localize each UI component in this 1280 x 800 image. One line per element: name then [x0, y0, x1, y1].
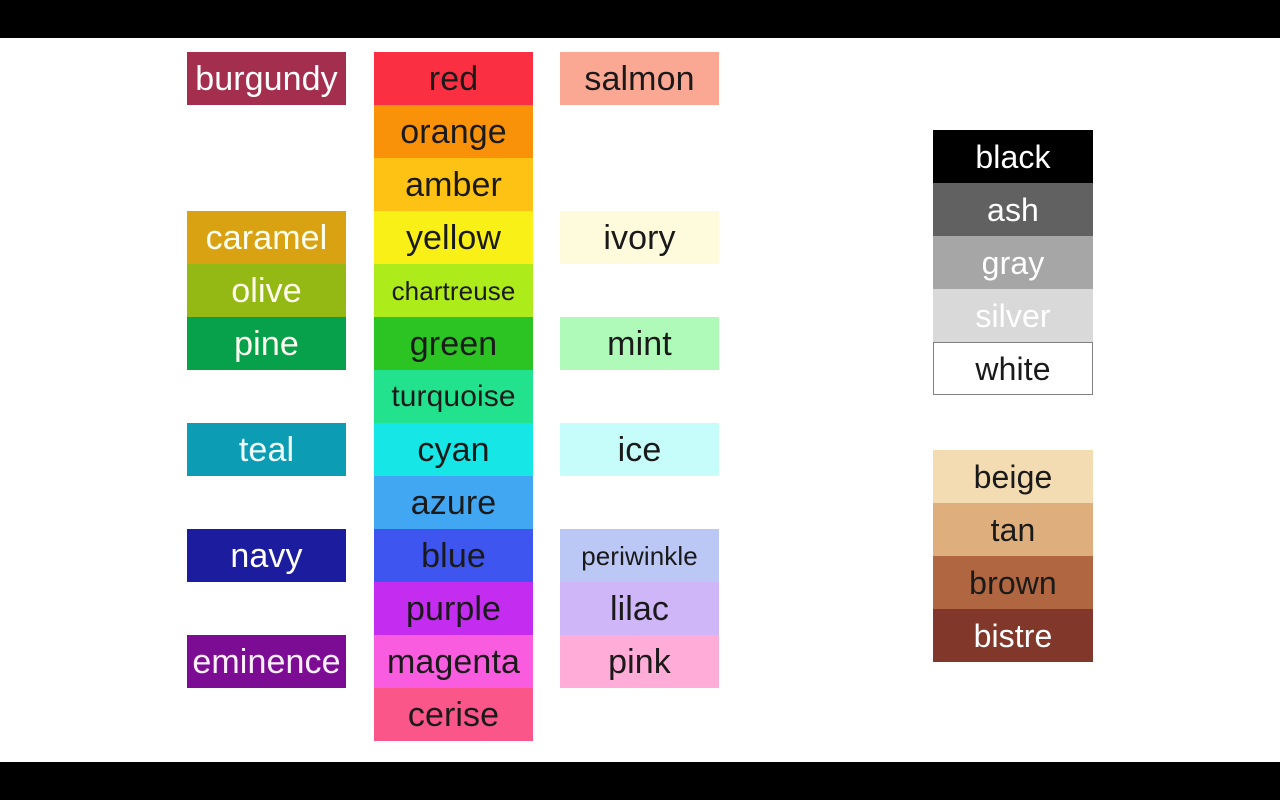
color-swatch-label: purple [405, 589, 502, 628]
color-swatch-label: pine [234, 324, 299, 363]
swatch-spacer [187, 476, 346, 529]
color-swatch-label: ash [987, 191, 1039, 228]
color-swatch-label: ivory [603, 218, 676, 257]
swatch-spacer [560, 264, 719, 317]
swatch-spacer [187, 105, 346, 211]
swatch-spacer [187, 582, 346, 635]
color-swatch-label: tan [990, 511, 1036, 548]
color-swatch-label: navy [230, 536, 303, 575]
color-swatch-label: bistre [973, 617, 1053, 654]
color-swatch: cyan [374, 423, 533, 476]
swatch-spacer [187, 370, 346, 423]
color-swatch-label: red [428, 59, 479, 98]
color-swatch-label: chartreuse [391, 275, 516, 306]
color-swatch: burgundy [187, 52, 346, 105]
color-swatch: tan [933, 503, 1093, 556]
color-swatch: red [374, 52, 533, 105]
color-swatch: teal [187, 423, 346, 476]
color-swatch-label: ice [617, 430, 662, 469]
color-swatch-label: azure [410, 483, 497, 522]
color-swatch: chartreuse [374, 264, 533, 317]
color-swatch: yellow [374, 211, 533, 264]
color-swatch: silver [933, 289, 1093, 342]
color-swatch: caramel [187, 211, 346, 264]
muted-tones-column: burgundy caramel olive pine teal navy eminence [187, 52, 346, 688]
color-swatch-label: cerise [407, 695, 500, 734]
color-swatch-label: eminence [192, 642, 341, 681]
color-swatch-label: brown [969, 564, 1057, 601]
color-swatch-label: magenta [386, 642, 520, 681]
color-swatch: amber [374, 158, 533, 211]
color-swatch-label: yellow [405, 218, 502, 257]
swatch-spacer [560, 105, 719, 211]
color-swatch-label: lilac [609, 589, 670, 628]
color-swatch: blue [374, 529, 533, 582]
color-swatch: magenta [374, 635, 533, 688]
color-swatch: navy [187, 529, 346, 582]
color-swatch: periwinkle [560, 529, 719, 582]
color-swatch: pink [560, 635, 719, 688]
color-swatch-label: orange [400, 112, 507, 151]
color-swatch: turquoise [374, 370, 533, 423]
color-swatch: ash [933, 183, 1093, 236]
pastel-column: salmon ivory mint ice periwinkle lilac pink [560, 52, 719, 688]
color-swatch: mint [560, 317, 719, 370]
color-swatch-label: teal [238, 430, 295, 469]
color-swatch: bistre [933, 609, 1093, 662]
slide-canvas: burgundy caramel olive pine teal navy eminence… [0, 38, 1280, 762]
color-swatch: brown [933, 556, 1093, 609]
color-swatch: gray [933, 236, 1093, 289]
color-swatch: salmon [560, 52, 719, 105]
color-swatch-label: silver [975, 297, 1051, 334]
swatch-spacer [560, 476, 719, 529]
color-swatch-label: beige [973, 458, 1053, 495]
color-swatch: beige [933, 450, 1093, 503]
color-swatch: pine [187, 317, 346, 370]
color-swatch: orange [374, 105, 533, 158]
color-swatch-label: cyan [417, 430, 490, 469]
color-swatch: black [933, 130, 1093, 183]
grayscale-group: black ash gray silver white [933, 130, 1093, 395]
color-swatch-label: green [409, 324, 498, 363]
color-swatch-label: amber [405, 165, 502, 204]
color-swatch: azure [374, 476, 533, 529]
letterbox-bar-bottom [0, 762, 1280, 800]
color-swatch-label: gray [981, 244, 1045, 281]
color-swatch: purple [374, 582, 533, 635]
color-swatch: ivory [560, 211, 719, 264]
color-swatch: lilac [560, 582, 719, 635]
color-swatch: olive [187, 264, 346, 317]
color-swatch-label: white [975, 350, 1051, 387]
color-swatch-label: black [975, 138, 1051, 175]
color-swatch: white [933, 342, 1093, 395]
swatch-spacer [560, 370, 719, 423]
color-swatch: green [374, 317, 533, 370]
spectrum-column: red orange amber yellow chartreuse green turqu… [374, 52, 533, 741]
color-swatch-label: turquoise [391, 379, 516, 413]
color-swatch-label: mint [607, 324, 672, 363]
color-swatch-label: burgundy [195, 59, 338, 98]
color-swatch-label: olive [231, 271, 302, 310]
color-swatch: cerise [374, 688, 533, 741]
color-swatch-label: blue [421, 536, 486, 575]
color-swatch: eminence [187, 635, 346, 688]
color-swatch: ice [560, 423, 719, 476]
letterbox-bar-top [0, 0, 1280, 38]
color-swatch-label: pink [608, 642, 671, 681]
color-swatch-label: salmon [584, 59, 695, 98]
color-swatch-label: periwinkle [581, 540, 698, 571]
color-swatch-label: caramel [205, 218, 328, 257]
earth-tones-group: beige tan brown bistre [933, 450, 1093, 662]
